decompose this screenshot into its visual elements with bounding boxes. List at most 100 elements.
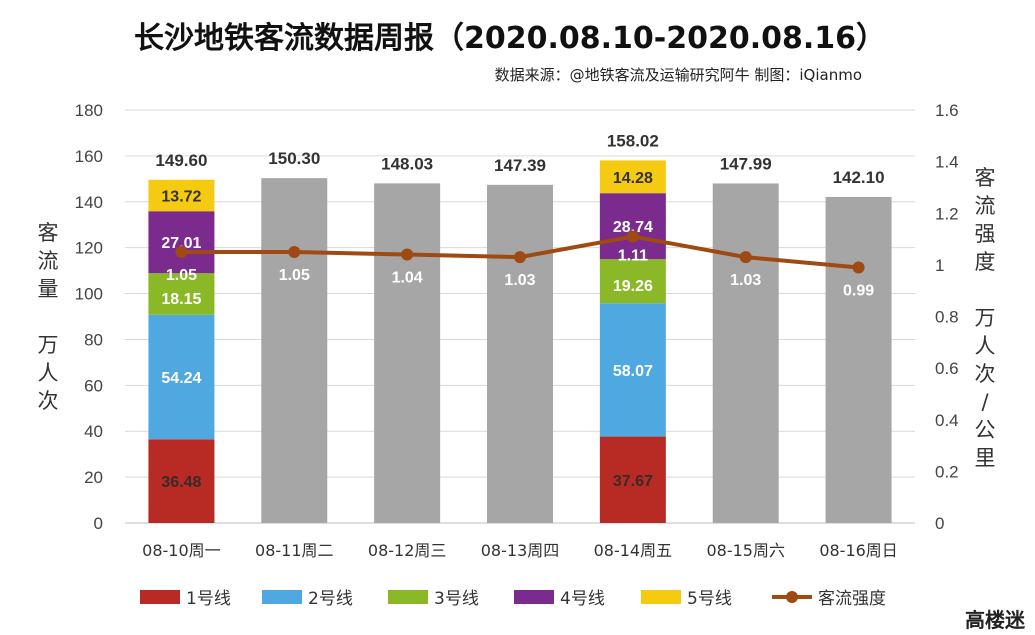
bar-segment-1 — [148, 439, 215, 523]
right-tick-label: 1.6 — [935, 101, 959, 120]
left-axis-ticks: 0 20 40 60 80 100 120 140 160 180 — [75, 101, 103, 533]
segment-value-label: 14.28 — [613, 170, 653, 187]
total-value-label: 150.30 — [268, 149, 320, 168]
right-tick-label: 0.4 — [935, 411, 959, 430]
right-tick-label: 0.6 — [935, 359, 959, 378]
category-label: 08-15周六 — [706, 541, 785, 560]
right-tick-label: 0.8 — [935, 308, 959, 327]
total-value-label: 148.03 — [381, 154, 433, 173]
intensity-point — [739, 251, 752, 264]
legend-label: 5号线 — [687, 589, 732, 609]
right-axis-title-char: 公 — [975, 418, 996, 442]
right-axis-title-char: 次 — [975, 362, 996, 386]
segment-value-label: 18.15 — [161, 291, 201, 308]
right-axis-ticks: 0 0.2 0.4 0.6 0.8 1 1.2 1.4 1.6 — [935, 101, 959, 533]
intensity-line-layer: 1.05 1.05 1.04 1.03 1.11 1.03 0.99 — [166, 230, 874, 299]
right-axis-title-char: 万 — [975, 306, 996, 330]
left-tick-label: 60 — [84, 376, 103, 395]
intensity-point — [401, 248, 414, 261]
segment-value-label: 37.67 — [613, 473, 653, 490]
category-label: 08-10周一 — [142, 541, 221, 560]
legend-swatch — [262, 590, 302, 604]
legend-label: 1号线 — [186, 589, 231, 609]
left-tick-label: 120 — [75, 239, 103, 258]
right-axis-title-char: 度 — [975, 250, 996, 274]
left-axis-title-char: 万 — [38, 333, 59, 357]
bar-segment-3 — [148, 273, 215, 315]
segment-value-label: 19.26 — [613, 278, 653, 295]
bar-segment-2 — [148, 314, 215, 440]
chart-title: 长沙地铁客流数据周报（2020.08.10-2020.08.16） — [134, 21, 886, 56]
left-tick-label: 80 — [84, 330, 103, 349]
legend-label: 3号线 — [434, 589, 479, 609]
total-value-label: 142.10 — [833, 168, 885, 187]
legend-label: 2号线 — [308, 589, 353, 609]
right-tick-label: 1 — [935, 256, 944, 275]
intensity-value-label: 0.99 — [843, 282, 874, 299]
category-label: 08-16周日 — [819, 541, 898, 560]
legend-label: 4号线 — [560, 589, 605, 609]
right-axis-title-char: 客 — [975, 166, 996, 190]
right-axis-title-char: / — [981, 390, 989, 414]
bar-segment-5 — [148, 179, 215, 212]
bar-total — [374, 183, 441, 523]
intensity-point — [852, 261, 865, 274]
category-label: 08-13周四 — [481, 541, 560, 560]
intensity-point — [626, 230, 639, 243]
intensity-value-label: 1.05 — [166, 267, 197, 284]
bar-total — [261, 178, 328, 523]
intensity-point — [175, 245, 188, 258]
intensity-value-label: 1.04 — [392, 270, 423, 287]
right-axis-title-char: 人 — [975, 334, 996, 358]
left-tick-label: 140 — [75, 193, 103, 212]
category-label: 08-12周三 — [368, 541, 447, 560]
intensity-point — [514, 251, 526, 264]
total-value-label: 147.99 — [720, 154, 772, 173]
total-value-label: 158.02 — [607, 131, 659, 150]
right-axis-title-char: 强 — [975, 222, 996, 246]
bar-segment-2 — [599, 303, 666, 437]
segment-value-label: 13.72 — [161, 188, 201, 205]
intensity-value-label: 1.03 — [730, 272, 761, 289]
legend-swatch — [514, 590, 554, 604]
bar-segment-3 — [599, 259, 666, 304]
total-value-label: 147.39 — [494, 156, 546, 175]
legend-line-marker — [786, 591, 798, 603]
category-labels: 08-10周一 08-11周二 08-12周三 08-13周四 08-14周五 08-15… — [142, 541, 898, 560]
left-axis-title-char: 人 — [38, 361, 59, 385]
segment-value-label: 58.07 — [613, 363, 653, 380]
intensity-point — [288, 245, 301, 258]
bar-segment-4 — [148, 211, 215, 274]
left-tick-label: 40 — [84, 422, 103, 441]
bar-total — [825, 196, 892, 523]
category-label: 08-11周二 — [255, 541, 334, 560]
segment-value-label: 54.24 — [161, 370, 201, 387]
right-tick-label: 0.2 — [935, 462, 959, 481]
bar-total — [487, 184, 553, 523]
segment-value-label: 36.48 — [161, 474, 201, 491]
right-tick-label: 0 — [935, 514, 944, 533]
legend-swatch — [140, 590, 180, 604]
bars — [148, 160, 892, 523]
intensity-value-label: 1.03 — [504, 272, 535, 289]
legend-label: 客流强度 — [818, 589, 886, 609]
right-axis-title-char: 里 — [975, 446, 996, 470]
left-tick-label: 100 — [75, 285, 103, 304]
left-axis-title-char: 客 — [38, 221, 59, 245]
left-tick-label: 180 — [75, 101, 103, 120]
watermark-logo: 高楼迷 — [965, 608, 1026, 632]
segment-labels: 36.48 54.24 18.15 27.01 13.72 37.67 58.07 19.26… — [161, 170, 653, 491]
total-value-label: 149.60 — [155, 151, 207, 170]
bar-segment-5 — [599, 160, 666, 194]
left-tick-label: 160 — [75, 147, 103, 166]
legend: 1号线 2号线 3号线 4号线 5号线 客流强度 — [140, 589, 886, 609]
legend-swatch — [641, 590, 681, 604]
chart-subtitle: 数据来源：@地铁客流及运输研究阿牛 制图：iQianmo — [495, 66, 862, 84]
left-tick-label: 0 — [94, 514, 103, 533]
total-labels: 149.60 150.30 148.03 147.39 158.02 147.99 142.… — [155, 131, 884, 187]
right-axis-title-char: 流 — [975, 194, 996, 218]
intensity-value-label: 1.05 — [279, 267, 310, 284]
left-axis-title-char: 次 — [38, 389, 59, 413]
